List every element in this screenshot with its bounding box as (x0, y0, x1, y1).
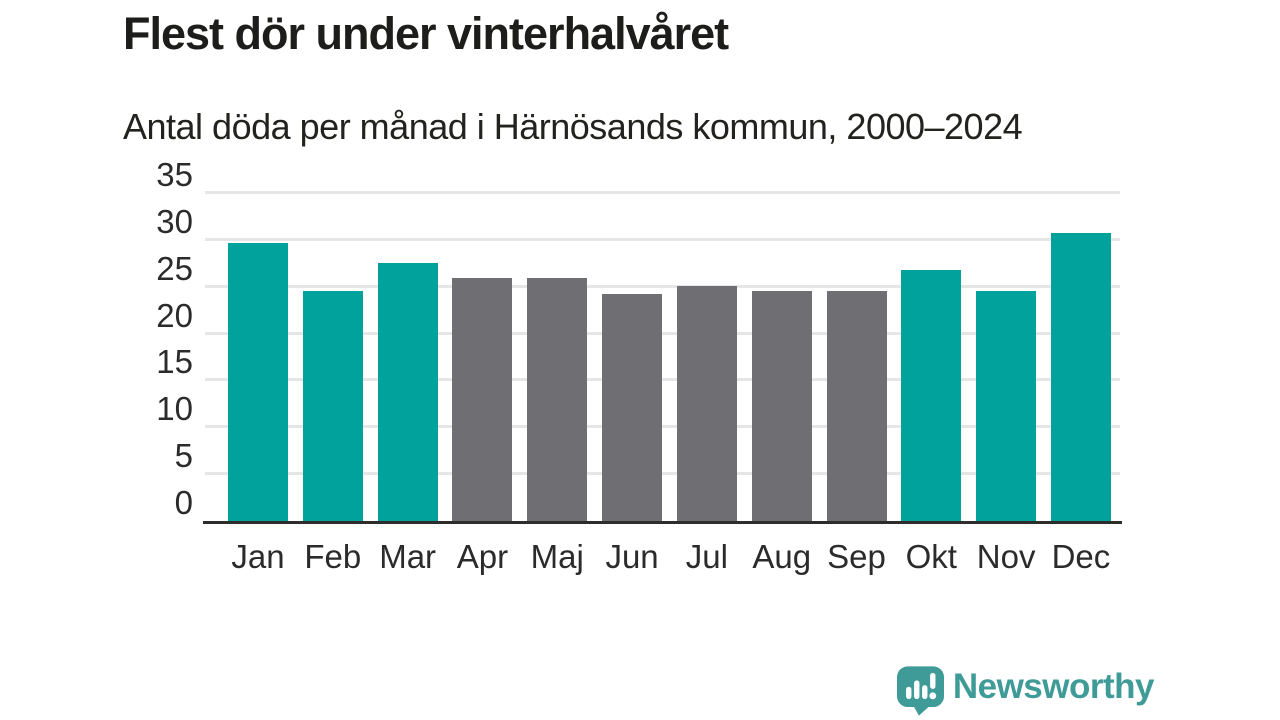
y-tick-label-15: 15 (156, 343, 193, 381)
x-tick-label-feb: Feb (304, 538, 362, 575)
bar-dec (1050, 233, 1111, 521)
x-tick-label-nov: Nov (976, 538, 1036, 575)
newsworthy-logo: Newsworthy (896, 666, 1155, 716)
x-tick-label-aug: Aug (752, 538, 812, 575)
x-tick-label-dec: Dec (1051, 538, 1111, 575)
bar-okt (901, 269, 962, 521)
chart-title: Flest dör under vinterhalvåret (123, 8, 729, 59)
y-axis-labels: 0 5 10 15 20 25 30 35 (103, 157, 193, 521)
x-axis-line (203, 521, 1122, 524)
gridline-30 (205, 237, 1120, 241)
gridline-10 (205, 425, 1120, 429)
gridline-25 (205, 284, 1120, 288)
bar-chart-speech-bubble-icon (896, 666, 944, 716)
x-tick-label-jul: Jul (685, 538, 728, 575)
y-tick-label-20: 20 (156, 296, 193, 334)
bar-maj (527, 278, 588, 521)
bar-series (228, 193, 1111, 521)
y-tick-label-10: 10 (156, 390, 193, 428)
y-tick-label-30: 30 (156, 202, 193, 240)
x-tick-label-maj: Maj (530, 538, 584, 575)
x-tick-label-sep: Sep (827, 538, 886, 575)
bar-mar (377, 263, 438, 521)
plot-area (203, 191, 1122, 524)
gridline-15 (205, 378, 1120, 382)
brand-name: Newsworthy (952, 667, 1155, 706)
x-tick-label-okt: Okt (905, 538, 957, 575)
x-tick-label-mar: Mar (379, 538, 437, 575)
chart-subtitle: Antal döda per månad i Härnösands kommun… (123, 106, 1023, 147)
bar-nov (976, 290, 1037, 521)
bar-sep (826, 290, 887, 521)
x-tick-label-jun: Jun (605, 538, 659, 575)
bar-feb (302, 291, 363, 521)
bar-jun (602, 294, 663, 521)
y-tick-label-25: 25 (156, 249, 193, 287)
x-tick-label-jan: Jan (231, 538, 285, 575)
x-tick-label-apr: Apr (456, 538, 509, 575)
bar-aug (751, 291, 812, 521)
y-tick-label-35: 35 (156, 156, 193, 193)
gridline-5 (205, 472, 1120, 476)
bar-apr (452, 278, 513, 521)
x-axis-labels: Jan Feb Mar Apr Maj Jun Jul Aug Sep Okt Nov Dec (228, 538, 1111, 576)
y-tick-label-5: 5 (174, 437, 193, 475)
y-tick-label-0: 0 (174, 484, 193, 521)
bar-jan (228, 242, 288, 521)
gridline-20 (205, 331, 1120, 335)
gridline-35 (205, 191, 1120, 194)
bar-jul (676, 285, 737, 521)
